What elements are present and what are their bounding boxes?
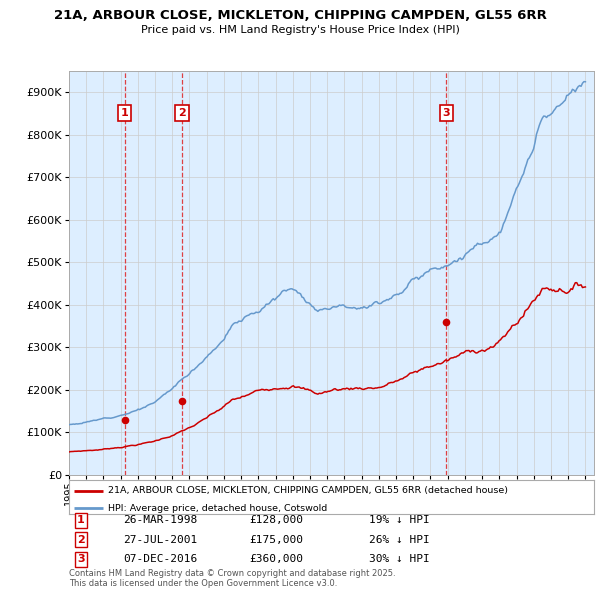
Text: HPI: Average price, detached house, Cotswold: HPI: Average price, detached house, Cots… — [109, 504, 328, 513]
Text: 1: 1 — [77, 516, 85, 525]
Text: £175,000: £175,000 — [249, 535, 303, 545]
Text: Price paid vs. HM Land Registry's House Price Index (HPI): Price paid vs. HM Land Registry's House … — [140, 25, 460, 35]
Text: 2: 2 — [178, 108, 186, 118]
Text: 1: 1 — [121, 108, 128, 118]
Text: 3: 3 — [443, 108, 450, 118]
Text: 2: 2 — [77, 535, 85, 545]
Text: 27-JUL-2001: 27-JUL-2001 — [123, 535, 197, 545]
Text: 26% ↓ HPI: 26% ↓ HPI — [369, 535, 430, 545]
Text: £360,000: £360,000 — [249, 555, 303, 564]
Text: £128,000: £128,000 — [249, 516, 303, 525]
Text: 07-DEC-2016: 07-DEC-2016 — [123, 555, 197, 564]
Text: Contains HM Land Registry data © Crown copyright and database right 2025.
This d: Contains HM Land Registry data © Crown c… — [69, 569, 395, 588]
Text: 30% ↓ HPI: 30% ↓ HPI — [369, 555, 430, 564]
Text: 21A, ARBOUR CLOSE, MICKLETON, CHIPPING CAMPDEN, GL55 6RR: 21A, ARBOUR CLOSE, MICKLETON, CHIPPING C… — [53, 9, 547, 22]
Text: 19% ↓ HPI: 19% ↓ HPI — [369, 516, 430, 525]
Text: 26-MAR-1998: 26-MAR-1998 — [123, 516, 197, 525]
Text: 3: 3 — [77, 555, 85, 564]
Text: 21A, ARBOUR CLOSE, MICKLETON, CHIPPING CAMPDEN, GL55 6RR (detached house): 21A, ARBOUR CLOSE, MICKLETON, CHIPPING C… — [109, 486, 508, 495]
